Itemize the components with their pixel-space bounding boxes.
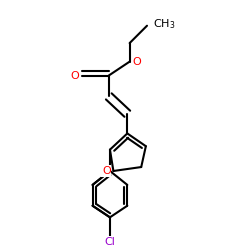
Text: CH$_3$: CH$_3$ (153, 18, 175, 32)
Text: O: O (102, 166, 111, 176)
Text: O: O (132, 57, 141, 67)
Text: O: O (70, 70, 79, 81)
Text: Cl: Cl (104, 237, 116, 247)
